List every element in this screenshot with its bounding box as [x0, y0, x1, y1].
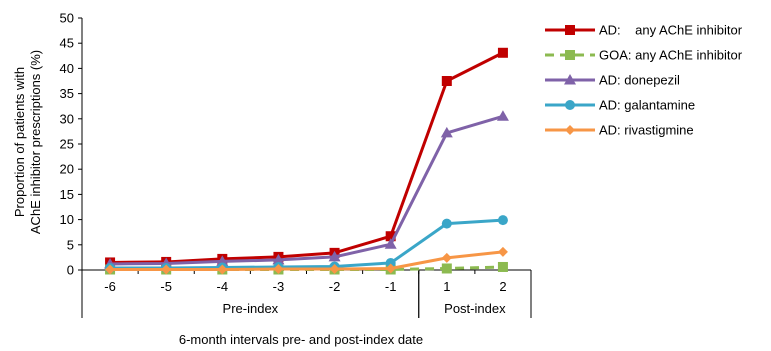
- series-5-point: [497, 246, 508, 257]
- legend-item: AD: donepezil: [545, 73, 680, 88]
- series-2-point: [497, 261, 508, 272]
- y-axis-ticks: 0 5 10 15 20 25 30 35 40 45 50: [60, 11, 82, 278]
- legend-swatch-marker: [565, 25, 575, 35]
- y-tick-label: 45: [60, 36, 74, 51]
- axes: [81, 18, 531, 271]
- legend-label: GOA: any AChE inhibitor: [599, 48, 743, 63]
- legend-item: GOA: any AChE inhibitor: [545, 48, 743, 63]
- series-2-point: [441, 263, 452, 274]
- y-axis-label-line-1: Proportion of patients with: [12, 67, 27, 217]
- legend-item: AD: galantamine: [545, 98, 695, 113]
- series-3-point: [440, 126, 453, 138]
- series-5-point: [217, 264, 228, 275]
- series-3-line: [110, 114, 504, 266]
- series-5: [105, 246, 508, 275]
- group-label: Pre-index: [223, 301, 279, 316]
- legend-label: AD: donepezil: [599, 73, 680, 88]
- series-3-point: [328, 250, 341, 262]
- y-tick-label: 25: [60, 137, 74, 152]
- series-4-line: [110, 218, 504, 270]
- y-tick-label: 40: [60, 61, 74, 76]
- series-5-point: [273, 263, 284, 274]
- legend-label: AD: galantamine: [599, 98, 695, 113]
- legend-label: AD: rivastigmine: [599, 123, 694, 138]
- legend-item: AD: rivastigmine: [545, 123, 694, 138]
- x-tick-label: 2: [499, 279, 506, 294]
- series-4-point: [441, 218, 452, 229]
- legend: AD: any AChE inhibitor GOA: any AChE inhi…: [545, 23, 743, 138]
- y-tick-label: 50: [60, 11, 74, 26]
- series-5-point: [329, 263, 340, 274]
- x-tick-label: -2: [329, 279, 341, 294]
- series-5-point: [105, 264, 116, 275]
- y-tick-label: 15: [60, 187, 74, 202]
- series-1-point: [441, 76, 452, 86]
- series-3-point: [272, 253, 285, 265]
- series-5-point: [161, 264, 172, 275]
- x-axis-groups: Pre-index Post-index: [81, 270, 532, 318]
- y-tick-label: 5: [67, 237, 74, 252]
- series-1: [105, 47, 508, 268]
- series-3-point: [384, 238, 397, 249]
- y-tick-label: 35: [60, 86, 74, 101]
- series-3-point: [496, 110, 509, 121]
- x-tick-label: 1: [443, 279, 450, 294]
- y-tick-label: 0: [67, 263, 74, 278]
- legend-swatch-marker: [564, 74, 576, 85]
- x-axis-label: 6-month intervals pre- and post-index da…: [179, 332, 423, 347]
- x-tick-label: -3: [273, 279, 285, 294]
- series-5-point: [441, 252, 452, 263]
- group-label: Post-index: [444, 301, 506, 316]
- legend-item: AD: any AChE inhibitor: [545, 23, 743, 38]
- x-tick-label: -6: [104, 279, 116, 294]
- y-axis-label-line-2: AChE inhibitor prescriptions (%): [28, 50, 43, 234]
- series-5-point: [385, 263, 396, 274]
- y-tick-label: 10: [60, 212, 74, 227]
- x-axis-ticks: -6 -5 -4 -3 -2 -1 1 2: [81, 270, 532, 294]
- x-tick-label: -5: [160, 279, 172, 294]
- series-1-point: [497, 47, 508, 58]
- series-4-point: [497, 215, 508, 226]
- legend-swatch-marker: [565, 100, 575, 110]
- legend-label: AD: any AChE inhibitor: [599, 23, 743, 38]
- series-4-point: [385, 257, 396, 268]
- legend-swatch-marker: [565, 50, 575, 60]
- x-tick-label: -1: [385, 279, 397, 294]
- series-1-line: [110, 51, 504, 264]
- series-5-line: [110, 250, 504, 271]
- x-tick-label: -4: [217, 279, 229, 294]
- plot-series: [104, 47, 509, 275]
- y-tick-label: 20: [60, 162, 74, 177]
- legend-swatch-marker: [565, 125, 575, 135]
- series-3: [104, 110, 509, 269]
- y-tick-label: 30: [60, 111, 74, 126]
- series-3-point: [216, 255, 229, 266]
